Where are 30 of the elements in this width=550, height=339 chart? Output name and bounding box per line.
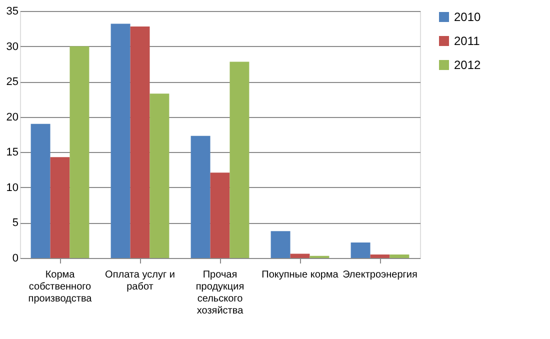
y-tick-label: 30 — [6, 40, 18, 53]
x-tick-label: Покупные корма — [262, 270, 339, 280]
x-tick-label: Прочая продукция сельского хозяйства — [196, 270, 244, 316]
bar — [210, 172, 230, 258]
bar — [230, 62, 250, 258]
x-tick-label: Электроэнергия — [342, 270, 418, 280]
y-tick-label: 25 — [6, 76, 18, 88]
legend-label: 2011 — [454, 34, 480, 48]
legend-label: 2010 — [454, 10, 482, 24]
bar — [130, 26, 150, 258]
y-tick-label: 20 — [6, 111, 18, 124]
y-tick-label: 5 — [12, 217, 18, 230]
legend-label: 2012 — [454, 58, 482, 72]
bar — [270, 231, 290, 258]
bar — [30, 124, 50, 258]
bar — [50, 157, 70, 258]
x-tick-label: Оплата услуг и работ — [105, 270, 175, 292]
bar — [370, 254, 390, 258]
bar — [150, 94, 170, 258]
y-tick-label: 0 — [12, 252, 18, 264]
bar — [190, 136, 210, 258]
y-tick-label: 10 — [6, 182, 18, 194]
bar — [110, 24, 130, 258]
y-tick-label: 35 — [6, 6, 18, 18]
bar — [390, 254, 410, 258]
bar — [350, 242, 370, 258]
bar — [70, 46, 90, 258]
x-tick-label: Корма собственного производства — [28, 270, 92, 304]
bar — [290, 254, 310, 258]
y-tick-label: 15 — [6, 146, 18, 159]
